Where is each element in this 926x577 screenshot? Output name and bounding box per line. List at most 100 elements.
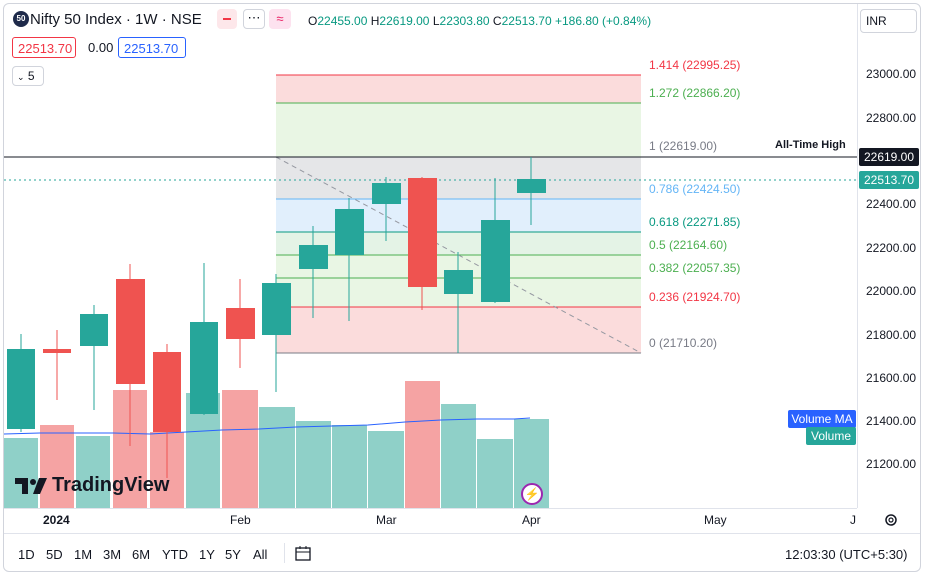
high-value: 22619.00 [379, 14, 430, 28]
close-label: C [492, 14, 502, 28]
spread-value: 0.00 [88, 40, 114, 55]
chart-settings-button[interactable] [883, 512, 899, 528]
currency-select[interactable]: INR [860, 9, 917, 33]
volume-bar [296, 421, 331, 508]
price-tick: 22400.00 [866, 197, 917, 211]
volume-ma-label: Volume MA [788, 410, 856, 428]
candle [262, 274, 291, 392]
fib-label-05: 0.5 (22164.60) [649, 238, 728, 252]
clock-readout[interactable]: 12:03:30 (UTC+5:30) [785, 547, 908, 562]
timeframe-5y[interactable]: 5Y [225, 547, 241, 562]
time-tick: J [850, 513, 856, 527]
timeframe-1d[interactable]: 1D [18, 547, 35, 562]
change-value: +186.80 (+0.84%) [555, 14, 652, 28]
fib-zone-0618 [276, 232, 641, 255]
candle [444, 252, 473, 353]
candlesticks[interactable] [7, 157, 546, 478]
close-value: 22513.70 [501, 14, 552, 28]
fib-zone-1272 [276, 103, 641, 157]
symbol-logo-icon: 50 [13, 11, 29, 27]
minus-icon [223, 18, 231, 20]
timeframe-1y[interactable]: 1Y [199, 547, 215, 562]
fib-label-1: 1 (22619.00) [649, 139, 718, 153]
currency-label: INR [866, 14, 887, 28]
indicators-count: 5 [27, 69, 35, 83]
wave-icon: ≈ [276, 11, 284, 26]
gear-icon [885, 514, 897, 526]
timeframe-6m[interactable]: 6M [132, 547, 151, 562]
calendar-icon [295, 546, 311, 561]
buy-button[interactable]: 22513.70 [118, 37, 186, 58]
time-tick: May [704, 513, 727, 527]
more-icon: ⋯ [247, 10, 261, 25]
fib-label-0382: 0.382 (22057.35) [649, 261, 741, 275]
volume-bars [4, 381, 549, 508]
volume-bar [4, 438, 38, 508]
timeframe-all[interactable]: All [253, 547, 268, 562]
price-tick: 22800.00 [866, 111, 917, 125]
date-range-button[interactable] [294, 544, 312, 562]
compare-button[interactable] [217, 9, 237, 29]
price-tick: 22200.00 [866, 241, 917, 255]
timeframe-ytd[interactable]: YTD [162, 547, 188, 562]
timeframe-5d[interactable]: 5D [46, 547, 63, 562]
price-tick: 21200.00 [866, 457, 917, 471]
indicator-toggle-button[interactable]: ≈ [269, 9, 291, 29]
fib-zone-1 [276, 157, 641, 199]
low-label: L [432, 14, 440, 28]
timeframe-1m[interactable]: 1M [74, 547, 93, 562]
volume-bar [40, 425, 74, 508]
candle [153, 344, 181, 478]
price-axis[interactable] [857, 4, 921, 508]
candle [7, 334, 35, 432]
fib-zone-0786 [276, 199, 641, 232]
high-label: H [370, 14, 380, 28]
open-value: 22455.00 [317, 14, 368, 28]
chevron-down-icon: ⌄ [17, 72, 25, 82]
volume-bar [222, 390, 258, 508]
volume-bar [405, 381, 440, 508]
candle [80, 305, 108, 410]
candle [43, 330, 71, 400]
volume-bar [259, 407, 295, 508]
indicators-collapse-button[interactable]: ⌄ 5 [12, 66, 44, 86]
candle [481, 178, 510, 303]
fib-label-0236: 0.236 (21924.70) [649, 290, 741, 304]
volume-bar [368, 431, 404, 508]
candle [408, 177, 437, 310]
price-tick: 23000.00 [866, 67, 917, 81]
price-tick: 21400.00 [866, 414, 917, 428]
ohlc-readout: O22455.00 H22619.00 L22303.80 C22513.70 … [308, 14, 651, 28]
volume-label: Volume [806, 427, 856, 445]
volume-bar [76, 436, 110, 508]
fib-zone-1414 [276, 75, 641, 103]
watermark-text: TradingView [52, 474, 170, 496]
fib-label-0618: 0.618 (22271.85) [649, 215, 741, 229]
candle [190, 263, 218, 415]
lightning-button[interactable]: ⚡ [521, 483, 543, 505]
timeframe-3m[interactable]: 3M [103, 547, 122, 562]
fib-label-1272: 1.272 (22866.20) [649, 86, 741, 100]
volume-bar [441, 404, 476, 508]
fib-label-1414: 1.414 (22995.25) [649, 58, 741, 72]
toolbar-divider [284, 543, 285, 563]
symbol-title[interactable]: Nifty 50 Index · 1W · NSE [30, 11, 202, 28]
candle [517, 157, 546, 225]
time-tick: Apr [522, 513, 541, 527]
candle [372, 177, 401, 241]
sell-button[interactable]: 22513.70 [12, 37, 76, 58]
time-axis[interactable] [4, 508, 857, 534]
fib-label-0786: 0.786 (22424.50) [649, 182, 741, 196]
more-options-button[interactable]: ⋯ [243, 9, 265, 29]
candle [335, 198, 364, 321]
fib-label-0: 0 (21710.20) [649, 336, 718, 350]
volume-bar [477, 439, 513, 508]
all-time-high-label: All-Time High [775, 139, 846, 151]
time-tick: Mar [376, 513, 397, 527]
candle [116, 264, 145, 446]
time-tick: Feb [230, 513, 251, 527]
volume-ma-line [3, 417, 531, 435]
open-label: O [308, 14, 318, 28]
